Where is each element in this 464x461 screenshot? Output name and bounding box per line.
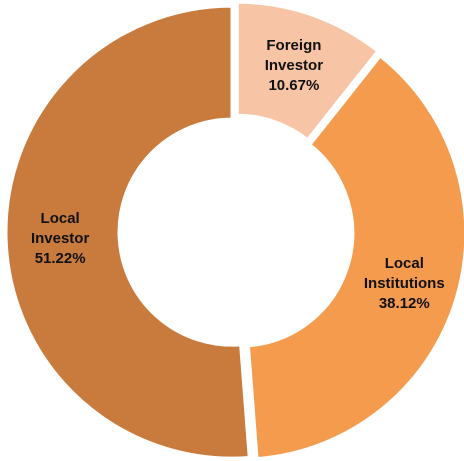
slice xyxy=(4,4,251,460)
slice-label: Foreign Investor 10.67% xyxy=(239,36,349,96)
value-label: 10.67% xyxy=(268,76,320,94)
slice-label: Local Investor 51.22% xyxy=(5,209,115,269)
slice xyxy=(246,53,464,461)
value-label: 51.22% xyxy=(34,249,86,267)
category-label: Local Institutions xyxy=(363,254,445,292)
slice-label: Local Institutions 38.12% xyxy=(349,254,459,314)
slice xyxy=(235,0,380,142)
category-label: Local Investor xyxy=(30,209,90,247)
category-label: Foreign Investor xyxy=(264,36,324,74)
value-label: 38.12% xyxy=(378,294,430,312)
